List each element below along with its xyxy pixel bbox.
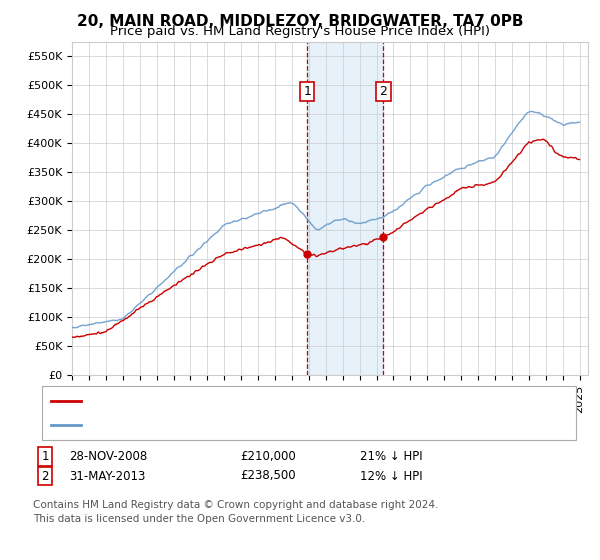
Text: Contains HM Land Registry data © Crown copyright and database right 2024.
This d: Contains HM Land Registry data © Crown c… [33,500,439,524]
Bar [307,42,383,375]
Text: 2: 2 [380,85,388,98]
Text: 31-MAY-2013: 31-MAY-2013 [69,469,145,483]
Text: £238,500: £238,500 [240,469,296,483]
Text: £210,000: £210,000 [240,450,296,463]
Text: 28-NOV-2008: 28-NOV-2008 [69,450,147,463]
Text: 20, MAIN ROAD, MIDDLEZOY, BRIDGWATER, TA7 0PB: 20, MAIN ROAD, MIDDLEZOY, BRIDGWATER, TA… [77,14,523,29]
Text: 2: 2 [41,469,49,483]
Text: 21% ↓ HPI: 21% ↓ HPI [360,450,422,463]
Text: Price paid vs. HM Land Registry's House Price Index (HPI): Price paid vs. HM Land Registry's House … [110,25,490,38]
Text: 20, MAIN ROAD, MIDDLEZOY, BRIDGWATER, TA7 0PB (detached house): 20, MAIN ROAD, MIDDLEZOY, BRIDGWATER, TA… [87,395,504,408]
Text: 12% ↓ HPI: 12% ↓ HPI [360,469,422,483]
Text: 1: 1 [41,450,49,463]
Text: HPI: Average price, detached house, Somerset: HPI: Average price, detached house, Some… [87,418,362,431]
Text: 1: 1 [304,85,311,98]
